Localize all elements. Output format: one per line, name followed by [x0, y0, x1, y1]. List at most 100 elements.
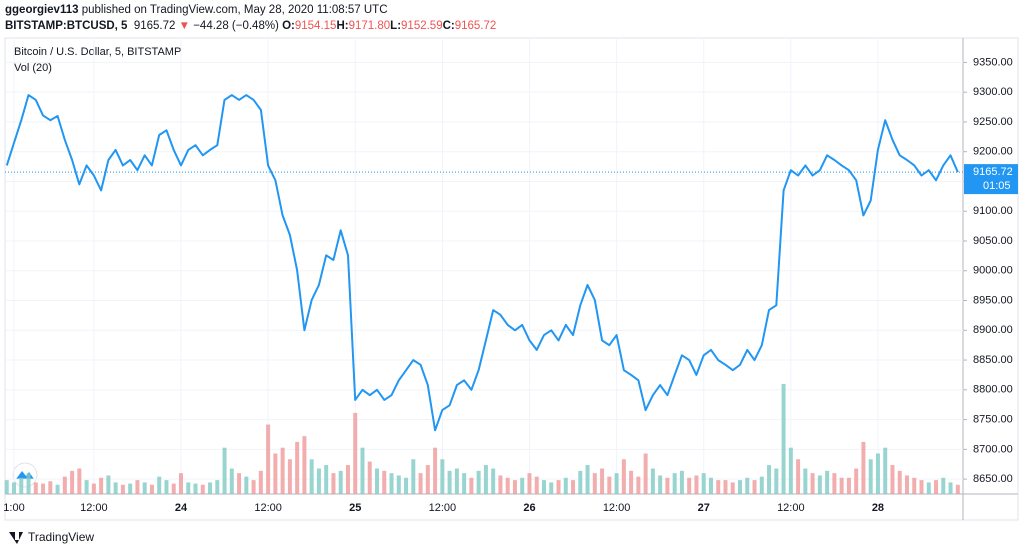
volume-bar: [345, 465, 350, 494]
volume-bar: [360, 447, 365, 494]
volume-bar: [302, 436, 307, 494]
volume-bar: [309, 459, 314, 494]
volume-bar: [687, 477, 692, 494]
x-tick-label: 12:00: [254, 502, 282, 514]
ohlc-key: L:: [390, 20, 402, 32]
volume-bar: [353, 412, 358, 494]
volume-bar: [774, 468, 779, 494]
grid: [5, 38, 963, 494]
volume-bar: [716, 480, 721, 494]
ohlc-value: 9152.59: [401, 20, 443, 32]
volume-bar: [854, 468, 859, 494]
volume-bar: [549, 482, 554, 494]
volume-bar: [266, 424, 271, 494]
volume-bar: [237, 473, 242, 494]
volume-bar: [12, 482, 17, 494]
volume-bar: [781, 384, 786, 494]
volume-bar: [135, 480, 140, 494]
volume-bar: [643, 453, 648, 494]
x-tick-label: 26: [523, 502, 535, 514]
publish-line: ggeorgiev113 published on TradingView.co…: [5, 2, 496, 18]
volume-bar: [861, 441, 866, 494]
volume-bar: [621, 459, 626, 494]
footer-brand: TradingView: [28, 530, 94, 544]
volume-bar: [375, 468, 380, 494]
volume-label: Vol (20): [14, 62, 52, 74]
y-tick-label: 8700.00: [973, 443, 1013, 455]
volume-bar: [287, 459, 292, 494]
volume-bar: [273, 453, 278, 494]
y-tick-label: 8800.00: [973, 384, 1013, 396]
x-tick-label: 1:00: [3, 502, 24, 514]
volume-bar: [752, 480, 757, 494]
volume-bar: [745, 477, 750, 494]
ohlc-value: 9165.72: [454, 20, 497, 32]
volume-bar: [19, 477, 24, 494]
volume-bar: [382, 470, 387, 494]
volume-bar: [658, 475, 663, 494]
y-tick-label: 9100.00: [973, 205, 1013, 217]
volume-bar: [679, 470, 684, 494]
volume-bar: [578, 470, 583, 494]
volume-bar: [295, 441, 300, 494]
volume-bar: [62, 476, 67, 494]
y-tick-label: 8750.00: [973, 413, 1013, 425]
volume-bar: [904, 475, 909, 494]
volume-bar: [222, 447, 227, 494]
volume-bar: [33, 482, 38, 494]
volume-bar: [846, 477, 851, 494]
price-line: [5, 94, 959, 432]
volume-bar: [941, 477, 946, 494]
volume-bar: [331, 473, 336, 494]
volume-bar: [84, 480, 89, 494]
volume-bar: [694, 475, 699, 494]
volume-bar: [26, 473, 31, 494]
author: ggeorgiev113: [5, 4, 79, 16]
volume-bar: [825, 470, 830, 494]
volume-bar: [650, 468, 655, 494]
volume-bar: [759, 476, 764, 494]
volume-bar: [469, 477, 474, 494]
price-badge-label: 9165.72: [973, 166, 1013, 178]
volume-bar: [178, 473, 183, 494]
legend-title: Bitcoin / U.S. Dollar, 5, BITSTAMP: [14, 46, 181, 58]
volume-bar: [128, 483, 133, 494]
volume-bar: [215, 480, 220, 494]
volume-bar: [883, 447, 888, 494]
volume-bar: [803, 468, 808, 494]
arrow: ▼: [178, 20, 191, 32]
y-tick-label: 9250.00: [973, 116, 1013, 128]
volume-bar: [629, 470, 634, 494]
header: ggeorgiev113 published on TradingView.co…: [5, 2, 496, 34]
volume-bar: [77, 468, 82, 494]
volume-bar: [440, 459, 445, 494]
volume-bar: [701, 473, 706, 494]
volume-bar: [563, 477, 568, 494]
volume-bar: [251, 480, 256, 494]
volume-bar: [636, 476, 641, 494]
y-tick-label: 8950.00: [973, 294, 1013, 306]
volume-bar: [70, 470, 75, 494]
ohlc: O:9154.15H:9171.80L:9152.59C:9165.72: [282, 20, 496, 32]
volume-bar: [338, 470, 343, 494]
volume-bar: [839, 477, 844, 494]
volume-bar: [396, 475, 401, 494]
x-tick-label: 12:00: [80, 502, 108, 514]
y-tick-label: 8900.00: [973, 324, 1013, 336]
volume-bar: [796, 459, 801, 494]
volume-bar: [890, 465, 895, 494]
volume-bar: [404, 477, 409, 494]
volume-bar: [142, 482, 147, 494]
volume-bar: [607, 476, 612, 494]
volume-bar: [462, 473, 467, 494]
volume-bar: [280, 447, 285, 494]
volume-bar: [186, 482, 191, 494]
volume-bar: [672, 473, 677, 494]
volume-bar: [868, 459, 873, 494]
x-tick-label: 12:00: [777, 502, 805, 514]
ohlc-key: O:: [282, 20, 295, 32]
volume-bar: [520, 477, 525, 494]
ohlc-key: C:: [442, 20, 455, 32]
volume-bar: [106, 475, 111, 494]
